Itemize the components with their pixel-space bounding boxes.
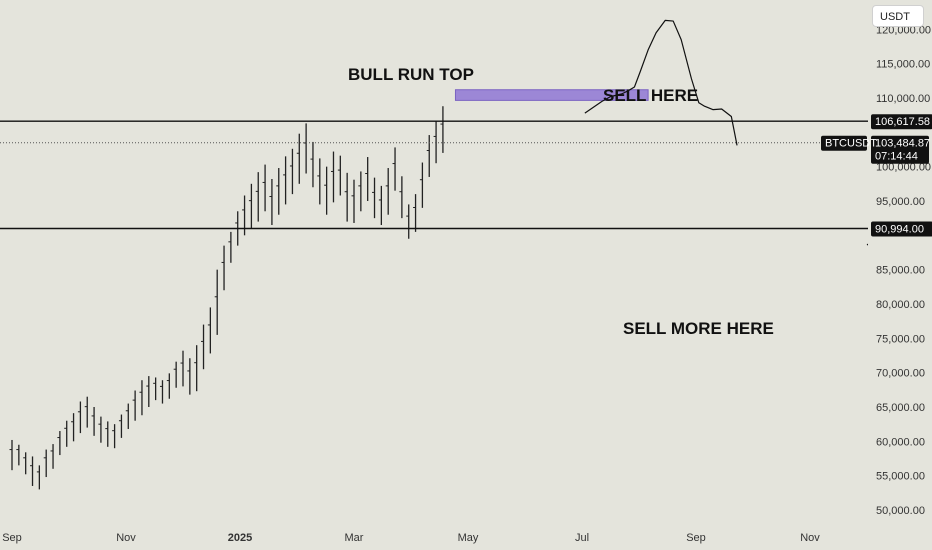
- y-tick-label: 70,000.00: [876, 368, 925, 380]
- x-tick-label: Nov: [800, 532, 820, 544]
- svg-text:07:14:44: 07:14:44: [875, 151, 918, 163]
- projection-path-top[interactable]: [584, 19, 738, 146]
- x-tick-label: Sep: [2, 532, 22, 544]
- symbol-tag: BTCUSDT: [821, 135, 877, 151]
- x-tick-label: Nov: [116, 532, 136, 544]
- x-tick-label: Jul: [575, 532, 589, 544]
- x-tick-label: 2025: [228, 532, 252, 544]
- x-tick-label: Sep: [686, 532, 706, 544]
- y-tick-label: 65,000.00: [876, 402, 925, 414]
- price-axis[interactable]: 120,000.00 115,000.00 110,000.00 100,000.00…: [868, 0, 932, 550]
- horizontal-levels[interactable]: [0, 120, 868, 230]
- svg-text:90,994.00: 90,994.00: [875, 223, 924, 235]
- time-axis[interactable]: Sep Nov 2025 Mar May Jul Sep Nov: [2, 532, 820, 544]
- y-tick-label: 60,000.00: [876, 436, 925, 448]
- y-tick-label: 85,000.00: [876, 265, 925, 277]
- y-tick-label: 75,000.00: [876, 333, 925, 345]
- svg-text:106,617.58: 106,617.58: [875, 116, 930, 128]
- svg-text:103,484.87: 103,484.87: [875, 138, 930, 150]
- bull-run-top-zone[interactable]: [454, 89, 649, 101]
- y-tick-label: 110,000.00: [876, 93, 930, 105]
- price-bars: [9, 106, 444, 490]
- x-tick-label: May: [458, 532, 479, 544]
- x-tick-label: Mar: [345, 532, 364, 544]
- y-tick-label: 100,000.00: [876, 162, 931, 174]
- y-tick-label: 55,000.00: [876, 471, 925, 483]
- annotation-sell-here[interactable]: SELL HERE: [603, 86, 698, 105]
- y-tick-label: 50,000.00: [876, 505, 925, 517]
- annotation-bull-run-top[interactable]: BULL RUN TOP: [348, 65, 474, 84]
- price-axis-background: [868, 0, 932, 550]
- price-tags: 106,617.58 90,994.00 103,484.8707:14:44BTC…: [821, 114, 932, 237]
- annotation-sell-more-here[interactable]: SELL MORE HERE: [623, 319, 774, 338]
- y-tick-label: 115,000.00: [876, 59, 930, 71]
- level-tag-lower: 90,994.00: [871, 221, 932, 237]
- svg-text:BTCUSDT: BTCUSDT: [825, 138, 877, 150]
- level-tag-upper: 106,617.58: [871, 114, 932, 130]
- currency-button[interactable]: USDT: [872, 5, 924, 27]
- y-tick-label: 95,000.00: [876, 196, 925, 208]
- y-tick-label: 80,000.00: [876, 299, 925, 311]
- y-tick-label: 120,000.00: [876, 24, 931, 36]
